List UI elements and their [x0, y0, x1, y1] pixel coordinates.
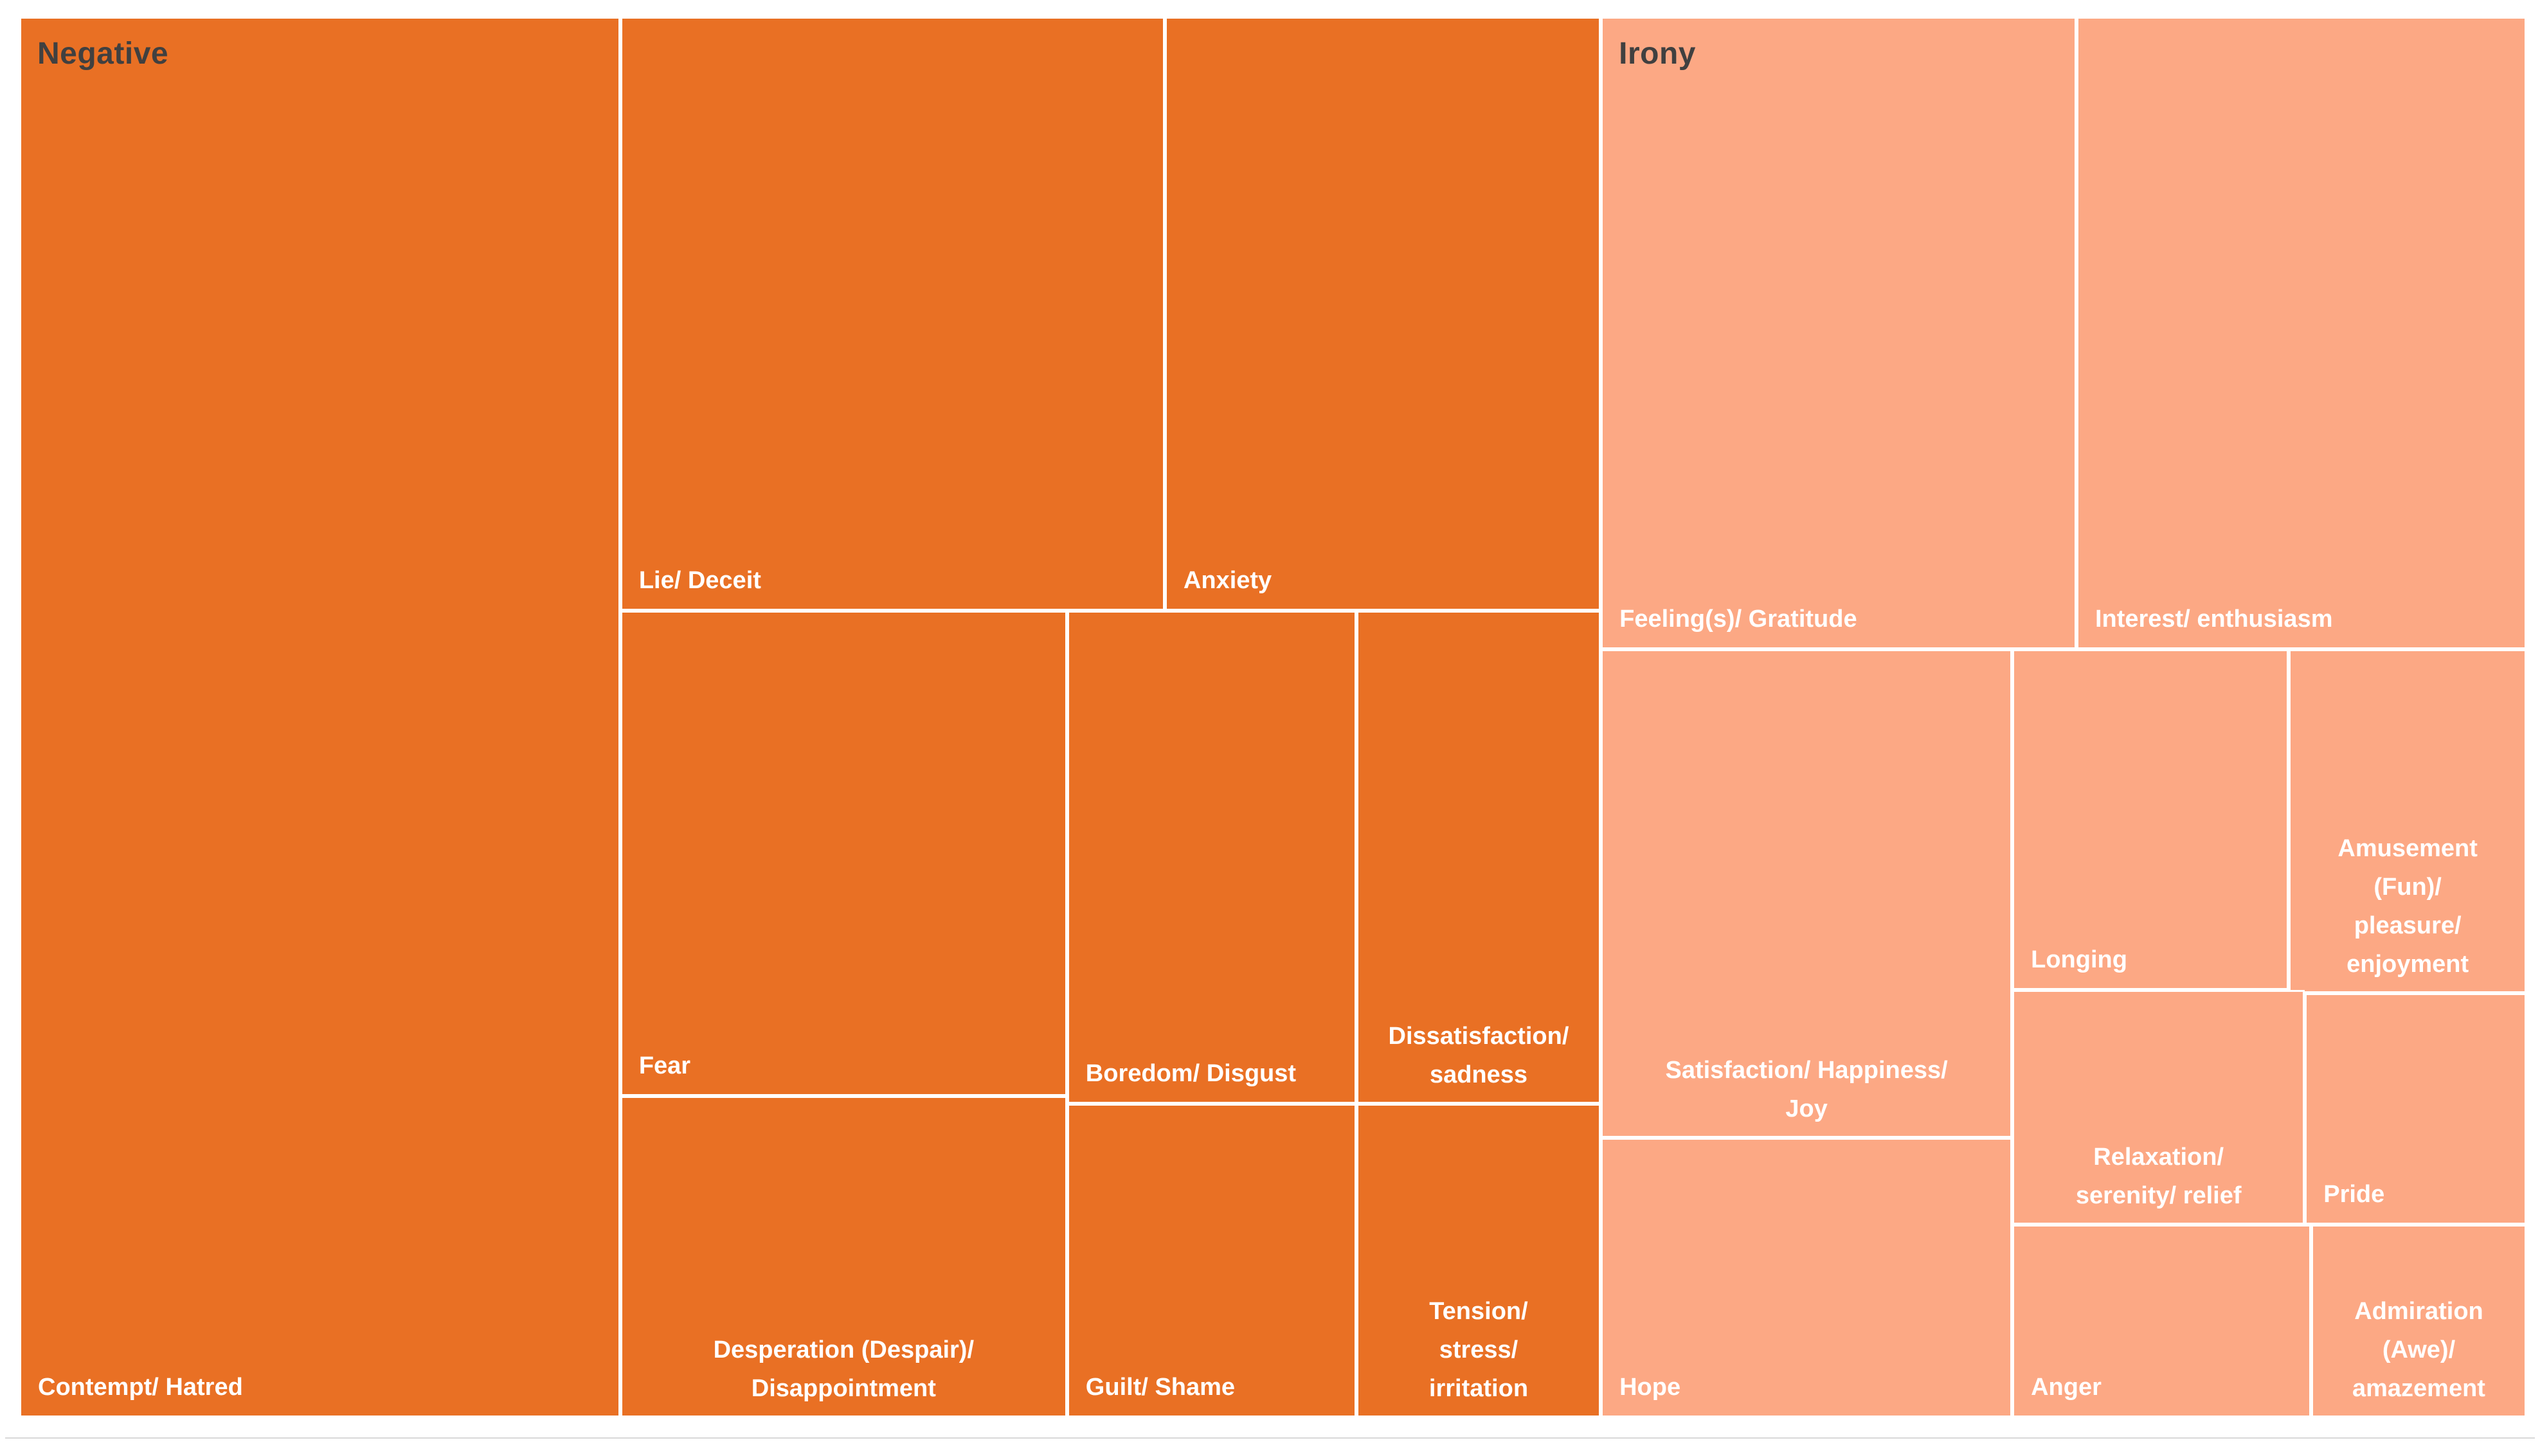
treemap-cell-interest-enthusiasm[interactable]: Interest/ enthusiasm — [2076, 17, 2526, 650]
cell-label-lie-deceit: Lie/ Deceit — [638, 566, 761, 594]
treemap-cell-longing[interactable]: Longing — [2012, 649, 2289, 990]
cell-label-anxiety: Anxiety — [1183, 566, 1272, 594]
treemap-cell-anger[interactable]: Anger — [2012, 1224, 2311, 1417]
cell-label-satisfaction-happiness-joy: Satisfaction/ Happiness/Joy — [1665, 1057, 1948, 1123]
cell-label-dissatisfaction-sadness: Dissatisfaction/sadness — [1388, 1022, 1569, 1088]
treemap-cell-satisfaction-happiness-joy[interactable]: Satisfaction/ Happiness/Joy — [1601, 649, 2013, 1138]
treemap-cell-amusement-fun-pleasure-enjoyment[interactable]: Amusement (Fun)/pleasure/enjoyment — [2289, 649, 2526, 993]
treemap-cell-boredom-disgust[interactable]: Boredom/ Disgust — [1067, 610, 1356, 1104]
cell-label-admiration-awe-amazement: Admiration (Awe)/amazement — [2352, 1297, 2485, 1402]
treemap-cell-tension-stress-irritation[interactable]: Tension/stress/irritation — [1356, 1103, 1601, 1417]
cell-label-contempt-hatred: Contempt/ Hatred — [38, 1373, 243, 1401]
cell-label-fear: Fear — [638, 1052, 691, 1079]
treemap-cell-guilt-shame[interactable]: Guilt/ Shame — [1067, 1103, 1356, 1417]
cell-label-guilt-shame: Guilt/ Shame — [1085, 1373, 1236, 1401]
treemap-cell-anxiety[interactable]: Anxiety — [1164, 17, 1601, 611]
treemap-cell-relaxation-serenity-relief[interactable]: Relaxation/serenity/ relief — [2012, 989, 2305, 1225]
treemap-cell-desperation-despair-disappointment[interactable]: Desperation (Despair)/Disappointment — [620, 1095, 1067, 1417]
treemap-plot: Contempt/ Hatred Lie/ Deceit Anxiety Fear Bo… — [19, 17, 2526, 1417]
cell-label-feeling-s-gratitude: Feeling(s)/ Gratitude — [1619, 606, 1857, 633]
treemap-cell-pride[interactable]: Pride — [2305, 993, 2526, 1225]
treemap-cell-dissatisfaction-sadness[interactable]: Dissatisfaction/sadness — [1356, 610, 1601, 1104]
page-bottom-rule — [5, 1437, 2535, 1439]
cell-label-amusement-fun-pleasure-enjoyment: Amusement (Fun)/pleasure/enjoyment — [2337, 834, 2478, 978]
cell-label-pride: Pride — [2323, 1180, 2385, 1208]
cell-label-hope: Hope — [1619, 1373, 1681, 1401]
cell-label-longing: Longing — [2031, 946, 2127, 973]
treemap-cell-contempt-hatred[interactable]: Contempt/ Hatred — [19, 17, 620, 1417]
treemap-cell-lie-deceit[interactable]: Lie/ Deceit — [620, 17, 1165, 611]
cell-label-desperation-despair-disappointment: Desperation (Despair)/Disappointment — [713, 1336, 975, 1402]
group-label-negative: Negative — [37, 37, 169, 71]
treemap-cell-feeling-s-gratitude[interactable]: Feeling(s)/ Gratitude — [1601, 17, 2076, 650]
group-label-irony: Irony — [1619, 37, 1696, 71]
cell-label-relaxation-serenity-relief: Relaxation/serenity/ relief — [2075, 1143, 2242, 1209]
cell-label-tension-stress-irritation: Tension/stress/irritation — [1428, 1297, 1529, 1402]
cell-label-boredom-disgust: Boredom/ Disgust — [1085, 1059, 1297, 1087]
treemap-cell-fear[interactable]: Fear — [620, 610, 1067, 1096]
cell-label-anger: Anger — [2031, 1373, 2102, 1401]
treemap-cell-admiration-awe-amazement[interactable]: Admiration (Awe)/amazement — [2310, 1224, 2526, 1417]
cell-label-interest-enthusiasm: Interest/ enthusiasm — [2094, 606, 2333, 633]
treemap-cell-hope[interactable]: Hope — [1601, 1138, 2013, 1417]
